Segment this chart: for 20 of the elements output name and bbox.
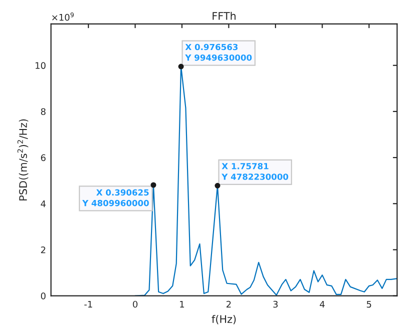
annotation: X 0.390625 Y 4809960000 bbox=[82, 189, 149, 206]
annotation: X 0.976563 Y 9949630000 bbox=[185, 44, 252, 61]
chart-title: FFTh bbox=[212, 12, 236, 20]
x-axis-title: f(Hz) bbox=[212, 314, 236, 324]
y-tick-label: 2 bbox=[41, 246, 46, 254]
x-tick-label: 2 bbox=[226, 300, 231, 308]
y-tick-label: 6 bbox=[41, 154, 46, 162]
annotation: X 1.75781 Y 4782230000 bbox=[222, 162, 288, 180]
x-tick-label: 5 bbox=[366, 300, 372, 308]
x-tick-label: 4 bbox=[320, 300, 325, 308]
y-tick-label: 8 bbox=[41, 108, 46, 116]
x-tick-label: 1 bbox=[180, 300, 184, 308]
x-tick-label: 0 bbox=[132, 300, 138, 308]
y-tick-label: 0 bbox=[40, 292, 46, 300]
x-tick-label: 3 bbox=[273, 300, 278, 308]
y-tick-label: 4 bbox=[40, 200, 46, 208]
text: ×10$^{9}$ bbox=[52, 12, 74, 21]
y-tick-label: 10 bbox=[36, 62, 46, 69]
y-axis-title: PSD((m/s$^{2}$)$^{2}$/Hz) bbox=[17, 119, 28, 200]
x-tick-label: -1 bbox=[84, 300, 92, 308]
